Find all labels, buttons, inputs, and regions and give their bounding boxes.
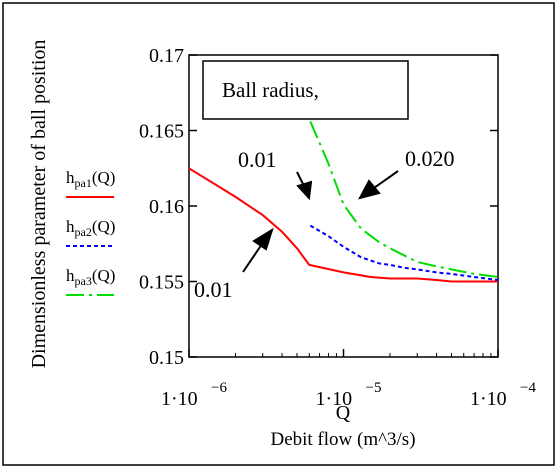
legend-label-suffix: (Q) [92, 217, 116, 236]
legend-label-2: hpa2(Q) [66, 217, 115, 239]
series-line-2 [309, 224, 499, 281]
legend-label-subscript: pa2 [75, 225, 92, 239]
x-axis-secondary-label: Debit flow (m^3/s) [270, 429, 415, 450]
arrow-lower-shaft [242, 243, 263, 273]
annotation-box-text: Ball radius, [222, 78, 319, 102]
legend-label-base: h [66, 266, 75, 285]
y-axis-ticks: 0.15 0.155 0.16 0.165 0.17 [139, 45, 498, 369]
arrow-green-head [358, 179, 381, 200]
x-tick-label: 1·10 [316, 388, 353, 410]
annotation-label-green: 0.020 [405, 146, 455, 171]
legend-label-1: hpa1(Q) [66, 168, 115, 190]
series-layer [188, 121, 499, 283]
series-line-3 [309, 121, 499, 278]
x-tick-exponent: −4 [520, 380, 536, 396]
legend-label-suffix: (Q) [92, 266, 116, 285]
legend-label-base: h [66, 217, 75, 236]
legend-label-3: hpa3(Q) [66, 266, 115, 288]
series-line-1 [188, 167, 498, 283]
y-tick-label: 0.17 [149, 45, 184, 67]
x-axis-ticks: 1·10 −6 1·10 −5 1·10 −4 [161, 349, 536, 410]
x-axis-label: Q [336, 402, 351, 424]
annotation-arrows [242, 170, 399, 273]
legend: hpa1(Q)hpa2(Q)hpa3(Q) [66, 168, 115, 296]
arrow-upper-head [296, 180, 313, 201]
annotation-label-upper: 0.01 [238, 147, 277, 172]
legend-label-base: h [66, 168, 75, 187]
x-tick-label: 1·10 [161, 388, 198, 410]
arrow-green-shaft [373, 170, 399, 189]
arrow-lower-head [252, 227, 274, 251]
annotation-label-lower: 0.01 [194, 277, 233, 302]
y-tick-label: 0.155 [139, 272, 184, 294]
x-tick-label: 1·10 [470, 388, 507, 410]
x-tick-exponent: −6 [211, 380, 227, 396]
x-tick-exponent: −5 [366, 380, 382, 396]
y-tick-label: 0.16 [149, 196, 184, 218]
outer-border [2, 2, 555, 466]
y-tick-label: 0.15 [149, 347, 184, 369]
legend-label-subscript: pa1 [75, 176, 92, 190]
y-tick-label: 0.165 [139, 121, 184, 143]
legend-label-subscript: pa3 [75, 274, 92, 288]
y-axis-label: Dimensionless parameter of ball position [28, 40, 50, 369]
annotation-box [202, 60, 409, 120]
legend-label-suffix: (Q) [92, 168, 116, 187]
